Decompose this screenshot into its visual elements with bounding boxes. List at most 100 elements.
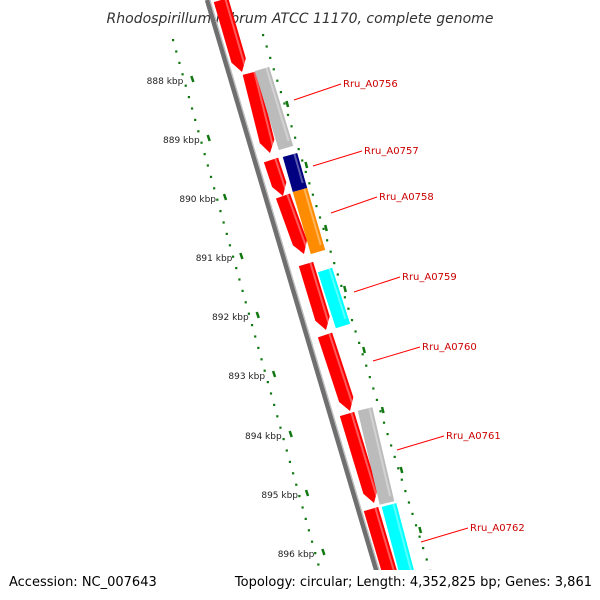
ruler-dot: [228, 244, 232, 247]
gene-body: [263, 157, 287, 196]
gene-box[interactable]: [282, 152, 308, 193]
gene-box[interactable]: [292, 187, 326, 255]
gene-label-rru-a0762[interactable]: Rru_A0762: [420, 523, 525, 543]
ring-dot: [350, 319, 354, 322]
gene-shine: [303, 188, 322, 246]
ruler-dot: [288, 460, 292, 463]
ring-dot: [404, 490, 407, 493]
gene-arrow[interactable]: [213, 0, 246, 72]
gene-arrow[interactable]: [275, 193, 308, 254]
gene-arrow[interactable]: [363, 506, 398, 587]
kbp-label: 895 kbp: [261, 491, 298, 501]
gene-label-text: Rru_A0762: [470, 523, 525, 534]
ring-dot: [358, 341, 361, 344]
kbp-tick: [239, 252, 244, 260]
ruler-dot: [250, 324, 254, 327]
leader-line: [312, 150, 363, 167]
ring-dot: [407, 501, 411, 504]
ring-dot: [372, 387, 375, 390]
ruler-dot: [298, 495, 301, 498]
ruler-dot: [241, 289, 244, 292]
ruler-dot: [222, 221, 225, 224]
kbp-label: 891 kbp: [196, 254, 233, 264]
ruler-dot: [187, 96, 190, 99]
gene-shine: [368, 407, 391, 497]
ruler-dot: [238, 278, 241, 281]
ruler-dot: [310, 540, 314, 543]
ruler-dot: [213, 187, 216, 190]
ruler-dot: [247, 312, 250, 315]
ruler-dot: [200, 141, 203, 144]
gene-arrow[interactable]: [242, 71, 275, 153]
leader-line: [372, 346, 421, 362]
ruler-dot: [181, 73, 184, 76]
ring-dot: [272, 68, 275, 71]
ruler-dot: [254, 335, 257, 338]
gene-label-rru-a0756[interactable]: Rru_A0756: [293, 79, 398, 101]
kbp-label: 888 kbp: [147, 77, 184, 87]
leader-line: [420, 527, 469, 543]
ruler-dot: [184, 84, 187, 87]
gene-label-text: Rru_A0759: [402, 272, 457, 283]
gene-arrow[interactable]: [339, 411, 378, 503]
ruler-dot: [282, 438, 285, 441]
ring-tick: [343, 285, 347, 293]
gene-arrow[interactable]: [317, 332, 354, 411]
gene-label-rru-a0759[interactable]: Rru_A0759: [353, 272, 457, 293]
gene-box[interactable]: [254, 66, 294, 151]
ring-dot: [286, 113, 290, 116]
ruler-dot: [190, 107, 194, 110]
gene-arrow[interactable]: [298, 261, 330, 330]
gene-label-rru-a0757[interactable]: Rru_A0757: [312, 146, 419, 167]
gene-body: [292, 187, 326, 255]
gene-label-text: Rru_A0757: [364, 146, 419, 157]
gene-body: [242, 71, 275, 153]
backbone-highlight: [209, 0, 389, 600]
ring-tick: [399, 466, 404, 474]
footer-background: [0, 570, 600, 600]
ring-dot: [411, 512, 414, 515]
ring-dot: [333, 262, 336, 265]
gene-body: [213, 0, 246, 72]
gene-body: [339, 411, 378, 503]
ruler-dot: [301, 506, 304, 509]
ring-tick: [362, 346, 366, 354]
gene-shine: [293, 153, 304, 184]
outer-dotted-ring: [262, 34, 440, 595]
kbp-label: 896 kbp: [278, 550, 315, 560]
ruler-dot: [178, 61, 181, 64]
ring-dot: [418, 535, 421, 538]
accession-text: Accession: NC_007643: [9, 575, 157, 590]
ring-dot: [326, 239, 329, 242]
ring-dot: [301, 159, 304, 162]
gene-shine: [265, 67, 290, 142]
gene-body: [357, 407, 395, 505]
ruler-dot: [194, 118, 197, 121]
ring-dot: [318, 216, 322, 219]
ring-dot: [375, 398, 379, 401]
ruler-dot: [273, 403, 276, 406]
gene-box[interactable]: [317, 267, 351, 329]
leader-line: [330, 196, 378, 214]
ring-dot: [311, 193, 314, 196]
leader-line: [396, 435, 445, 451]
gene-labels: Rru_A0756 Rru_A0757 Rru_A0758 Rru_A0759 …: [293, 79, 525, 543]
gene-box[interactable]: [357, 407, 395, 505]
ring-dot: [343, 296, 347, 299]
ruler-dot: [203, 153, 206, 156]
gene-shine: [328, 333, 354, 405]
map-title: Rhodospirillum rubrum ATCC 11170, comple…: [107, 11, 494, 27]
gene-body: [363, 506, 398, 587]
ring-dot: [283, 102, 286, 105]
ring-dot: [382, 421, 386, 424]
gene-body: [282, 152, 308, 193]
ring-dot: [422, 547, 425, 550]
gene-arrow[interactable]: [263, 157, 287, 196]
gene-label-rru-a0760[interactable]: Rru_A0760: [372, 342, 477, 362]
gene-label-rru-a0758[interactable]: Rru_A0758: [330, 192, 434, 214]
ruler-dot: [266, 381, 269, 384]
ring-dot: [425, 558, 428, 561]
gene-label-rru-a0761[interactable]: Rru_A0761: [396, 431, 501, 451]
kbp-tick: [255, 311, 260, 319]
